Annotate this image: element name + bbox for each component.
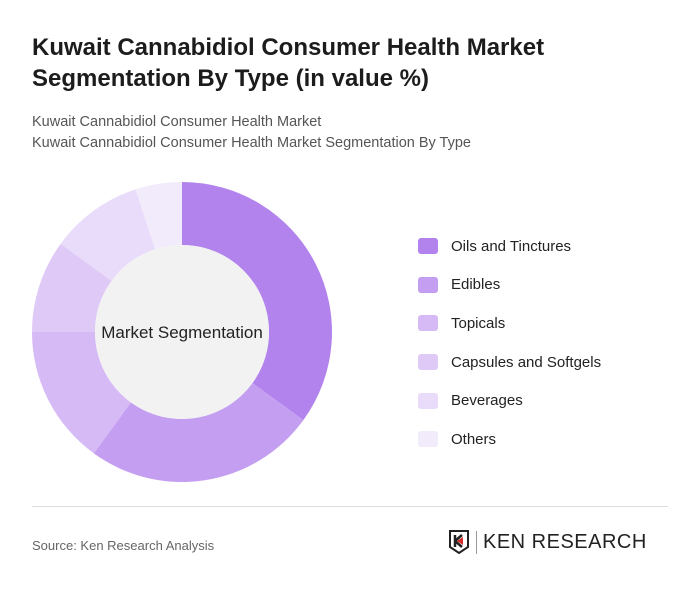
legend-swatch: [418, 238, 438, 255]
legend-swatch: [418, 354, 438, 371]
donut-slice-edibles: [93, 383, 304, 482]
legend-item: Others: [418, 420, 601, 459]
legend-label: Edibles: [451, 276, 501, 294]
source-note: Source: Ken Research Analysis: [32, 538, 215, 553]
legend-label: Beverages: [451, 392, 523, 410]
donut-slice-beverages: [60, 189, 156, 281]
legend-swatch: [418, 392, 438, 409]
logo-text: KEN RESEARCH: [476, 530, 647, 554]
divider: [32, 506, 668, 507]
legend-item: Topicals: [418, 304, 601, 343]
legend-label: Oils and Tinctures: [451, 237, 572, 255]
legend-label: Others: [451, 430, 497, 448]
donut-slice-topicals: [32, 332, 131, 454]
legend-swatch: [418, 431, 438, 448]
donut-slice-capsules-and-softgels: [32, 243, 112, 332]
donut-slice-oils-and-tinctures: [182, 182, 332, 421]
legend-item: Capsules and Softgels: [418, 343, 601, 382]
donut-center: [95, 245, 269, 419]
legend-item: Edibles: [418, 266, 601, 305]
center-label: Market Segmentation: [101, 323, 263, 342]
donut-chart: Market Segmentation: [32, 182, 332, 482]
donut-slice-others: [135, 182, 182, 250]
legend-item: Oils and Tinctures: [418, 227, 601, 266]
ken-research-logo: KEN RESEARCH: [448, 530, 647, 554]
subtitle-market: Kuwait Cannabidiol Consumer Health Marke…: [32, 114, 322, 130]
ken-logo-icon: [449, 530, 469, 554]
legend: Oils and Tinctures Edibles Topicals Capsule…: [418, 227, 601, 459]
legend-label: Capsules and Softgels: [451, 353, 602, 371]
subtitle-segmentation: Kuwait Cannabidiol Consumer Health Marke…: [32, 135, 471, 151]
chart-title: Kuwait Cannabidiol Consumer Health Marke…: [32, 34, 545, 92]
legend-item: Beverages: [418, 381, 601, 420]
legend-label: Topicals: [451, 314, 506, 332]
legend-swatch: [418, 276, 438, 293]
legend-swatch: [418, 315, 438, 332]
